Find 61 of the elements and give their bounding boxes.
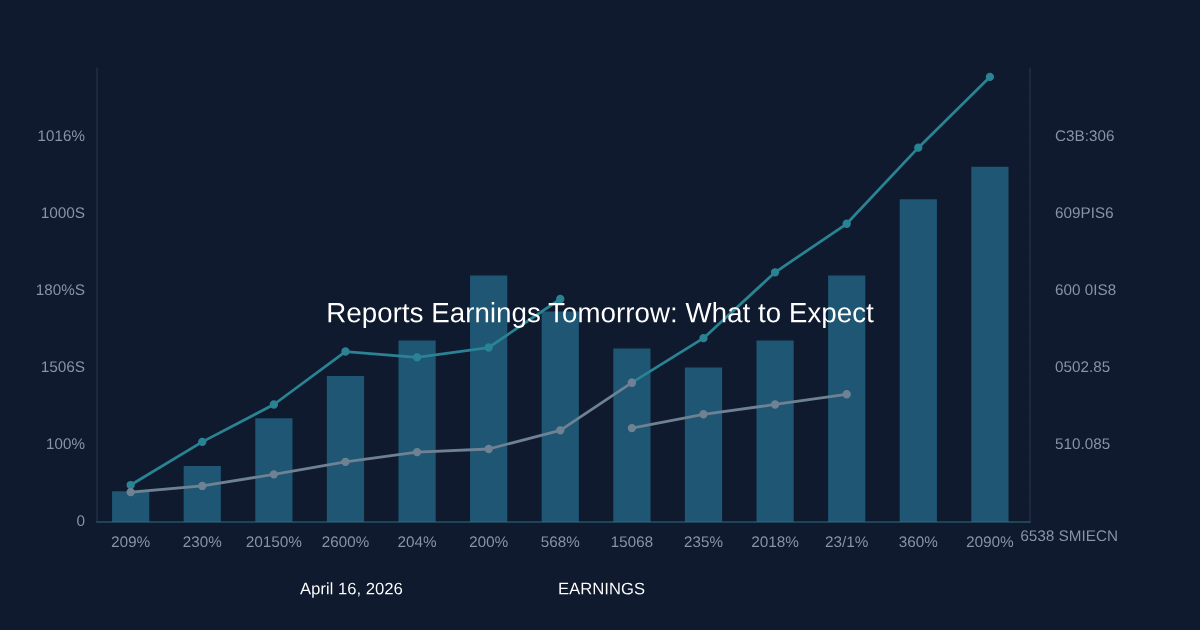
bar (684, 367, 723, 522)
point (412, 353, 422, 362)
point (341, 457, 350, 467)
text: 1000S (41, 207, 85, 219)
point (126, 488, 135, 497)
x-tick-label: 235% (684, 536, 723, 548)
text: Reports Earnings Tomorrow: What to Expect (328, 302, 874, 328)
text: 6538 SMIECN (1021, 530, 1117, 542)
point (699, 410, 708, 419)
bar (971, 166, 1009, 522)
point (842, 219, 851, 228)
x-tick-label: 360% (899, 536, 938, 548)
point (198, 481, 207, 491)
x-tick-label: 15068 (611, 536, 653, 548)
text: 100% (47, 438, 85, 450)
x-tick-label: 204% (398, 536, 437, 548)
point (484, 444, 493, 454)
point (985, 72, 995, 82)
point (341, 347, 350, 356)
text: 180%S (36, 284, 85, 296)
bar (899, 199, 937, 522)
text: 1506S (41, 361, 85, 373)
point (770, 268, 780, 277)
point (770, 400, 780, 409)
text: 510.085 (1055, 438, 1110, 450)
text: 0502.85 (1055, 361, 1110, 373)
x-tick-label: 209% (111, 536, 150, 548)
bar (112, 491, 150, 522)
point (556, 294, 565, 304)
bar (398, 340, 436, 522)
point (914, 143, 923, 152)
point (484, 343, 493, 352)
text: 0 (77, 515, 85, 527)
x-tick-label: 20150% (246, 536, 302, 548)
point (198, 437, 207, 447)
point (126, 480, 135, 490)
x-tick-label: 2600% (322, 536, 369, 548)
text: 609PIS6 (1055, 207, 1113, 219)
text: EARNINGS (559, 582, 645, 595)
bar (326, 376, 365, 522)
x-tick-label: 200% (469, 536, 508, 548)
bar (756, 340, 794, 522)
x-tick-label: 23/1% (825, 535, 868, 548)
point (556, 426, 565, 435)
bar (255, 418, 293, 522)
x-tick-label: 2090% (966, 536, 1014, 548)
bar (613, 348, 651, 522)
text: 600 0IS8 (1055, 284, 1116, 296)
text: C3B:306 (1055, 130, 1114, 142)
text: April 16, 2026 (300, 582, 403, 598)
point (842, 390, 851, 399)
point (269, 400, 279, 409)
x-tick-label: 2018% (752, 536, 799, 548)
x-tick-label: 568% (541, 536, 580, 548)
point (412, 447, 422, 457)
point (269, 470, 279, 479)
point (627, 423, 637, 433)
x-tick-label: 230% (183, 536, 222, 548)
text: 1016% (38, 130, 85, 142)
bar (183, 465, 221, 522)
point (699, 334, 708, 343)
